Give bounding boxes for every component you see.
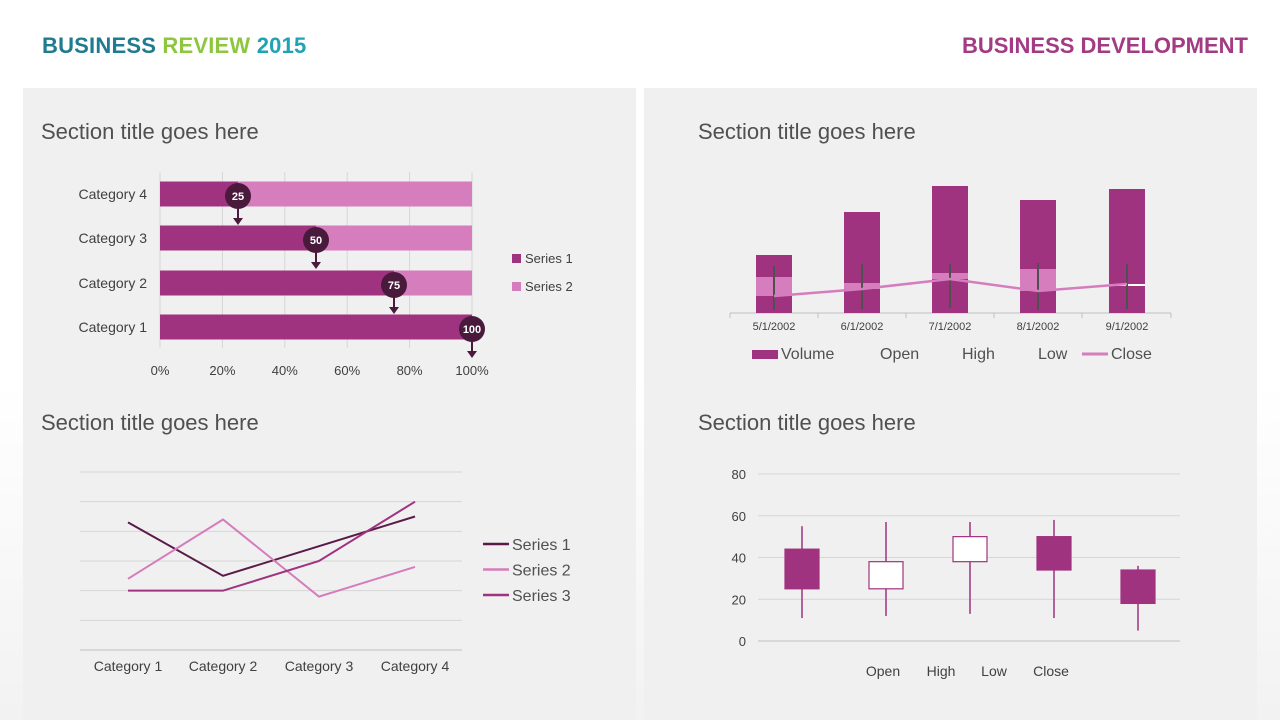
marker-bubble — [225, 183, 251, 209]
series-line — [127, 518, 416, 598]
candle-body — [1120, 569, 1156, 605]
marker-arrow — [467, 351, 477, 358]
category-label: Category 3 — [285, 658, 354, 674]
x-tick-label: 40% — [272, 363, 298, 378]
date-label: 7/1/2002 — [929, 321, 972, 333]
bar-series2 — [238, 181, 472, 207]
candle-body — [868, 561, 904, 590]
marker-label: 25 — [232, 191, 244, 203]
candle-body — [784, 548, 820, 590]
date-label: 9/1/2002 — [1106, 321, 1149, 333]
x-tick-label: 20% — [209, 363, 235, 378]
legend-high: High — [962, 346, 995, 363]
legend-series: Series 1 — [512, 537, 571, 554]
section-title-top-right: Section title goes here — [698, 119, 916, 144]
y-tick-label: 80 — [732, 467, 746, 482]
y-tick-label: 0 — [739, 634, 746, 649]
legend-low: Low — [981, 663, 1008, 679]
series-line — [128, 500, 416, 592]
marker-bubble — [303, 227, 329, 253]
marker-bubble — [381, 272, 407, 298]
legend-open: Open — [866, 663, 900, 679]
legend-swatch-series2 — [512, 282, 521, 291]
category-label: Category 1 — [79, 319, 148, 335]
category-label: Category 2 — [189, 658, 258, 674]
category-label: Category 2 — [79, 275, 148, 291]
title-word-business: BUSINESS — [42, 33, 157, 58]
date-label: 6/1/2002 — [841, 321, 884, 333]
marker-arrow — [311, 262, 321, 269]
title-word-review: REVIEW — [162, 33, 251, 58]
legend-close: Close — [1111, 346, 1152, 363]
legend-series: Series 3 — [512, 588, 571, 605]
marker-label: 50 — [310, 235, 322, 247]
legend-series: Series 2 — [512, 563, 571, 580]
x-tick-label: 0% — [151, 363, 170, 378]
marker-arrow — [233, 218, 243, 225]
title-word-year: 2015 — [256, 33, 307, 58]
section-title-top-left: Section title goes here — [41, 119, 259, 144]
category-label: Category 1 — [94, 658, 163, 674]
legend-series2: Series 2 — [525, 279, 573, 294]
legend-open: Open — [880, 346, 919, 363]
marker-arrow — [389, 307, 399, 314]
date-label: 8/1/2002 — [1017, 321, 1060, 333]
candle-body — [952, 536, 988, 563]
section-title-bottom-left: Section title goes here — [41, 410, 259, 435]
x-tick-label: 80% — [397, 363, 423, 378]
legend-swatch-series1 — [512, 254, 521, 263]
bar-series1 — [160, 225, 316, 251]
presentation-title: BUSINESS REVIEW 2015 — [42, 33, 306, 59]
category-label: Category 4 — [79, 186, 148, 202]
marker-bubble — [459, 316, 485, 342]
category-label: Category 3 — [79, 230, 148, 246]
x-tick-label: 60% — [334, 363, 360, 378]
legend-series1: Series 1 — [525, 251, 573, 266]
series-line — [127, 515, 416, 577]
marker-label: 75 — [388, 280, 400, 292]
marker-label: 100 — [463, 324, 481, 336]
bar-series1 — [160, 270, 394, 296]
x-tick-label: 100% — [455, 363, 489, 378]
section-title-bottom-right: Section title goes here — [698, 410, 916, 435]
date-label: 5/1/2002 — [753, 321, 796, 333]
close-line — [773, 277, 1128, 298]
bar-series2 — [394, 270, 472, 296]
slide-title: BUSINESS DEVELOPMENT — [961, 33, 1248, 58]
legend-high: High — [927, 663, 956, 679]
legend-close: Close — [1033, 663, 1069, 679]
bar-series1 — [160, 181, 238, 207]
legend-swatch-volume — [752, 350, 778, 359]
legend-low: Low — [1038, 346, 1068, 363]
category-label: Category 4 — [381, 658, 450, 674]
y-tick-label: 60 — [732, 509, 746, 524]
bar-series1 — [160, 314, 472, 340]
legend-volume: Volume — [781, 346, 834, 363]
candle-body — [1036, 536, 1072, 571]
bar-series2 — [316, 225, 472, 251]
y-tick-label: 20 — [732, 592, 746, 607]
y-tick-label: 40 — [732, 551, 746, 566]
